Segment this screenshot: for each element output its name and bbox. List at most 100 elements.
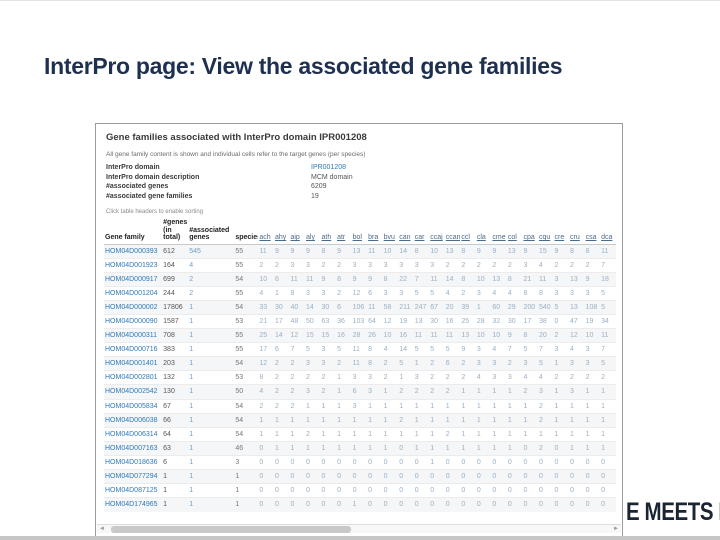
gene-family-link[interactable]: HOM04D001401: [105, 360, 158, 368]
species-count-cell: 55: [235, 332, 244, 340]
associated-genes-cell: 1: [189, 303, 194, 311]
gene-family-link[interactable]: HOM04D002542: [105, 388, 158, 396]
species-value-cell: 2: [337, 261, 341, 269]
gene-family-link[interactable]: HOM04D002801: [105, 374, 158, 382]
species-column-header[interactable]: ccl: [460, 219, 476, 245]
gene-family-table: Gene family #genes (in total) #associated …: [104, 219, 616, 512]
gene-family-link[interactable]: HOM04D007163: [105, 444, 158, 452]
species-column-header[interactable]: atr: [336, 219, 352, 245]
gene-family-link[interactable]: HOM04D001204: [105, 289, 158, 297]
species-value-cell: 2: [259, 261, 264, 269]
species-value-cell: 2: [290, 374, 295, 382]
column-header[interactable]: species: [234, 219, 259, 245]
species-value-cell: 1: [601, 388, 605, 396]
associated-genes-cell: 1: [189, 388, 194, 396]
species-value-cell: 13: [570, 303, 578, 311]
species-column-header[interactable]: ccaj: [429, 219, 445, 245]
species-value-cell: 0: [414, 458, 419, 466]
gene-family-link[interactable]: HOM04D000393: [105, 247, 158, 255]
species-column-header[interactable]: cla: [475, 219, 492, 245]
scroll-left-icon[interactable]: ◄: [99, 526, 105, 532]
gene-family-link[interactable]: HOM04D006038: [105, 416, 158, 424]
species-column-header[interactable]: ach: [258, 219, 274, 245]
associated-genes-cell: 2: [189, 275, 194, 283]
species-value-cell: 0: [274, 501, 279, 509]
species-column-header[interactable]: csa: [584, 219, 601, 245]
species-value-cell: 14: [399, 346, 407, 354]
species-column-header[interactable]: cpa: [522, 219, 538, 245]
species-column-header[interactable]: aip: [289, 219, 305, 245]
species-count-cell: 53: [235, 374, 244, 382]
species-value-cell: 4: [523, 374, 528, 382]
gene-family-link[interactable]: HOM04D000311: [105, 332, 158, 340]
species-value-cell: 0: [461, 458, 466, 466]
species-value-cell: 1: [538, 430, 543, 438]
species-value-cell: 2: [554, 374, 559, 382]
species-column-header[interactable]: col: [506, 219, 523, 245]
species-column-header[interactable]: aly: [305, 219, 321, 245]
species-value-cell: 4: [476, 374, 481, 382]
gene-family-link[interactable]: HOM04D018636: [105, 458, 158, 466]
species-value-cell: 13: [461, 332, 470, 340]
species-column-header[interactable]: cme: [491, 219, 507, 245]
species-column-header[interactable]: dca: [600, 219, 616, 245]
species-column-header[interactable]: cqu: [537, 219, 554, 245]
scroll-right-icon[interactable]: ►: [613, 526, 619, 532]
associated-genes-cell: 1: [189, 374, 194, 382]
gene-family-link[interactable]: HOM04D006314: [105, 430, 158, 438]
species-column-header[interactable]: can: [398, 219, 414, 245]
column-header[interactable]: #associated genes: [188, 219, 235, 245]
species-column-header[interactable]: ccan: [444, 219, 461, 245]
species-value-cell: 16: [445, 318, 454, 326]
species-value-cell: 1: [523, 402, 528, 410]
species-column-header[interactable]: ahy: [273, 219, 290, 245]
gene-family-link[interactable]: HOM04D087125: [105, 487, 158, 495]
species-value-cell: 0: [430, 501, 435, 509]
species-column-header[interactable]: bra: [367, 219, 383, 245]
species-value-cell: 2: [445, 430, 450, 438]
species-value-cell: 0: [554, 487, 559, 495]
species-value-cell: 1: [461, 388, 466, 396]
species-value-cell: 2: [383, 360, 388, 368]
gene-family-link[interactable]: HOM04D005834: [105, 402, 158, 410]
species-value-cell: 0: [399, 458, 404, 466]
species-value-cell: 108: [585, 303, 598, 311]
column-header[interactable]: #genes (in total): [162, 219, 189, 245]
gene-family-link[interactable]: HOM04D000002: [105, 303, 158, 311]
column-header[interactable]: Gene family: [104, 219, 163, 245]
species-column-header[interactable]: bvu: [382, 219, 399, 245]
species-column-header[interactable]: ath: [320, 219, 337, 245]
species-value-cell: 0: [321, 501, 326, 509]
associated-genes-cell: 1: [189, 416, 194, 424]
species-value-cell: 0: [259, 458, 264, 466]
gene-family-link[interactable]: HOM04D000090: [105, 318, 158, 326]
species-value-cell: 0: [507, 487, 512, 495]
genes-total-cell: 1: [163, 487, 168, 495]
interpro-domain-link[interactable]: IPR001208: [311, 164, 347, 172]
species-value-cell: 3: [585, 360, 590, 368]
gene-family-link[interactable]: HOM04D174965: [105, 501, 158, 509]
species-value-cell: 1: [383, 430, 388, 438]
species-value-cell: 13: [507, 247, 516, 255]
horizontal-scrollbar[interactable]: ◄ ►: [97, 524, 621, 533]
associated-genes-cell: 1: [189, 332, 194, 340]
species-value-cell: 12: [352, 289, 361, 297]
gene-family-link[interactable]: HOM04D001923: [105, 261, 158, 269]
gene-family-link[interactable]: HOM04D000917: [105, 275, 158, 283]
species-column-header[interactable]: car: [413, 219, 430, 245]
species-value-cell: 2: [290, 388, 295, 396]
gene-family-link[interactable]: HOM04D000716: [105, 346, 158, 354]
table-row: HOM04D000311 708 1 55 25 14 12 15 15 16 28 26 10 16 11…: [104, 328, 616, 343]
species-value-cell: 0: [306, 487, 310, 495]
species-column-header[interactable]: cru: [569, 219, 585, 245]
species-column-header[interactable]: bol: [351, 219, 368, 245]
species-value-cell: 3: [430, 261, 435, 269]
species-value-cell: 1: [399, 430, 404, 438]
genes-total-cell: 383: [163, 346, 175, 354]
scrollbar-thumb[interactable]: [111, 526, 351, 533]
species-column-header[interactable]: cre: [553, 219, 570, 245]
species-value-cell: 0: [290, 487, 295, 495]
gene-family-link[interactable]: HOM04D077294: [105, 473, 158, 481]
associated-genes-cell: 1: [189, 487, 194, 495]
species-count-cell: 54: [235, 303, 244, 311]
